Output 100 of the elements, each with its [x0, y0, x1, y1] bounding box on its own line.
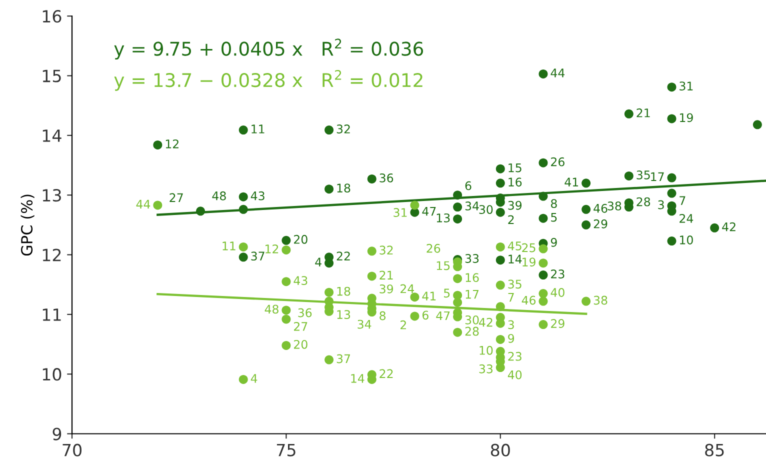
y-tick-label: 11 [42, 308, 61, 321]
annotation: 46 [522, 296, 536, 305]
y-tick-label: 9 [52, 428, 62, 440]
point [496, 164, 505, 174]
point [238, 242, 248, 252]
annotation: y = 9.75 + 0.0405 x R$^{2}$ = 0.036 [114, 38, 424, 60]
annotation: 32 [336, 124, 350, 134]
annotation: 44 [136, 200, 150, 208]
point [496, 242, 505, 252]
annotation: 4 [315, 258, 322, 266]
point [496, 208, 505, 217]
point [282, 306, 291, 315]
point [496, 334, 505, 344]
y-tick-label: 10 [42, 368, 62, 381]
annotation: 27 [294, 322, 308, 331]
point [238, 126, 248, 135]
annotation: 20 [294, 340, 308, 349]
annotation: 37 [251, 252, 264, 261]
y-tick-label: 15 [42, 70, 61, 82]
annotation: 24 [400, 284, 414, 294]
point [538, 69, 548, 78]
point [538, 258, 548, 268]
annotation: 37 [336, 354, 350, 364]
point [282, 314, 291, 324]
point [538, 192, 548, 201]
x-tick-label: 75 [276, 444, 296, 456]
point [538, 214, 548, 223]
point [496, 178, 505, 188]
point [667, 173, 676, 182]
annotation: 14 [508, 254, 522, 264]
point [196, 206, 206, 216]
point [238, 204, 248, 214]
annotation: 8 [550, 199, 557, 208]
point [582, 296, 591, 306]
point [538, 289, 548, 298]
annotation: 40 [508, 370, 522, 380]
annotation: 38 [594, 296, 608, 305]
point [410, 312, 420, 321]
point [282, 245, 291, 254]
annotation: 44 [550, 68, 565, 78]
annotation: 12 [266, 244, 278, 254]
annotation: y = 13.7 − 0.0328 x R$^{2}$ = 0.012 [114, 70, 422, 91]
point [324, 184, 334, 194]
annotation: 6 [422, 310, 428, 320]
annotation: 22 [380, 369, 393, 378]
annotation: 43 [250, 191, 264, 200]
point [667, 188, 676, 198]
annotation: 5 [444, 288, 450, 298]
annotation: 42 [722, 222, 736, 232]
point [453, 274, 462, 284]
annotation: 17 [466, 290, 479, 299]
annotation: 48 [264, 304, 278, 314]
point [324, 288, 334, 297]
point [410, 292, 420, 302]
annotation: 23 [508, 352, 522, 361]
annotation: 30 [479, 205, 493, 214]
y-axis-title: GPC (%) [20, 194, 34, 256]
point [538, 270, 548, 280]
annotation: 2 [400, 320, 406, 330]
point [752, 120, 762, 130]
annotation: 19 [680, 113, 693, 122]
annotation: 48 [212, 191, 226, 200]
point [624, 171, 634, 180]
annotation: 11 [222, 242, 236, 250]
annotation: 38 [608, 202, 622, 210]
annotation: 10 [480, 346, 493, 355]
point [324, 126, 334, 135]
annotation: 3 [508, 320, 514, 330]
annotation: 4 [250, 374, 258, 383]
annotation: 27 [170, 193, 183, 202]
point [496, 302, 505, 312]
point [453, 214, 462, 224]
point [238, 192, 248, 202]
point [496, 280, 505, 290]
annotation: 6 [465, 181, 472, 190]
annotation: 10 [680, 236, 693, 244]
point [496, 256, 505, 265]
point [410, 200, 420, 210]
annotation: 32 [380, 246, 393, 255]
annotation: 31 [680, 82, 693, 90]
annotation: 12 [166, 139, 178, 148]
annotation: 7 [680, 196, 686, 205]
annotation: 21 [636, 108, 650, 118]
annotation: 36 [380, 173, 394, 182]
annotation: 13 [436, 213, 450, 222]
annotation: 29 [594, 219, 608, 228]
annotation: 47 [422, 207, 436, 216]
point [153, 200, 162, 210]
annotation: 41 [422, 292, 436, 300]
point [153, 140, 162, 150]
annotation: 45 [508, 242, 522, 250]
point [538, 244, 548, 254]
annotation: 15 [508, 163, 522, 172]
annotation: 5 [551, 212, 557, 222]
annotation: 39 [508, 200, 522, 210]
annotation: 9 [508, 334, 514, 343]
annotation: 35 [636, 170, 650, 180]
annotation: 16 [466, 273, 479, 282]
annotation: 29 [551, 319, 564, 328]
point [538, 320, 548, 330]
